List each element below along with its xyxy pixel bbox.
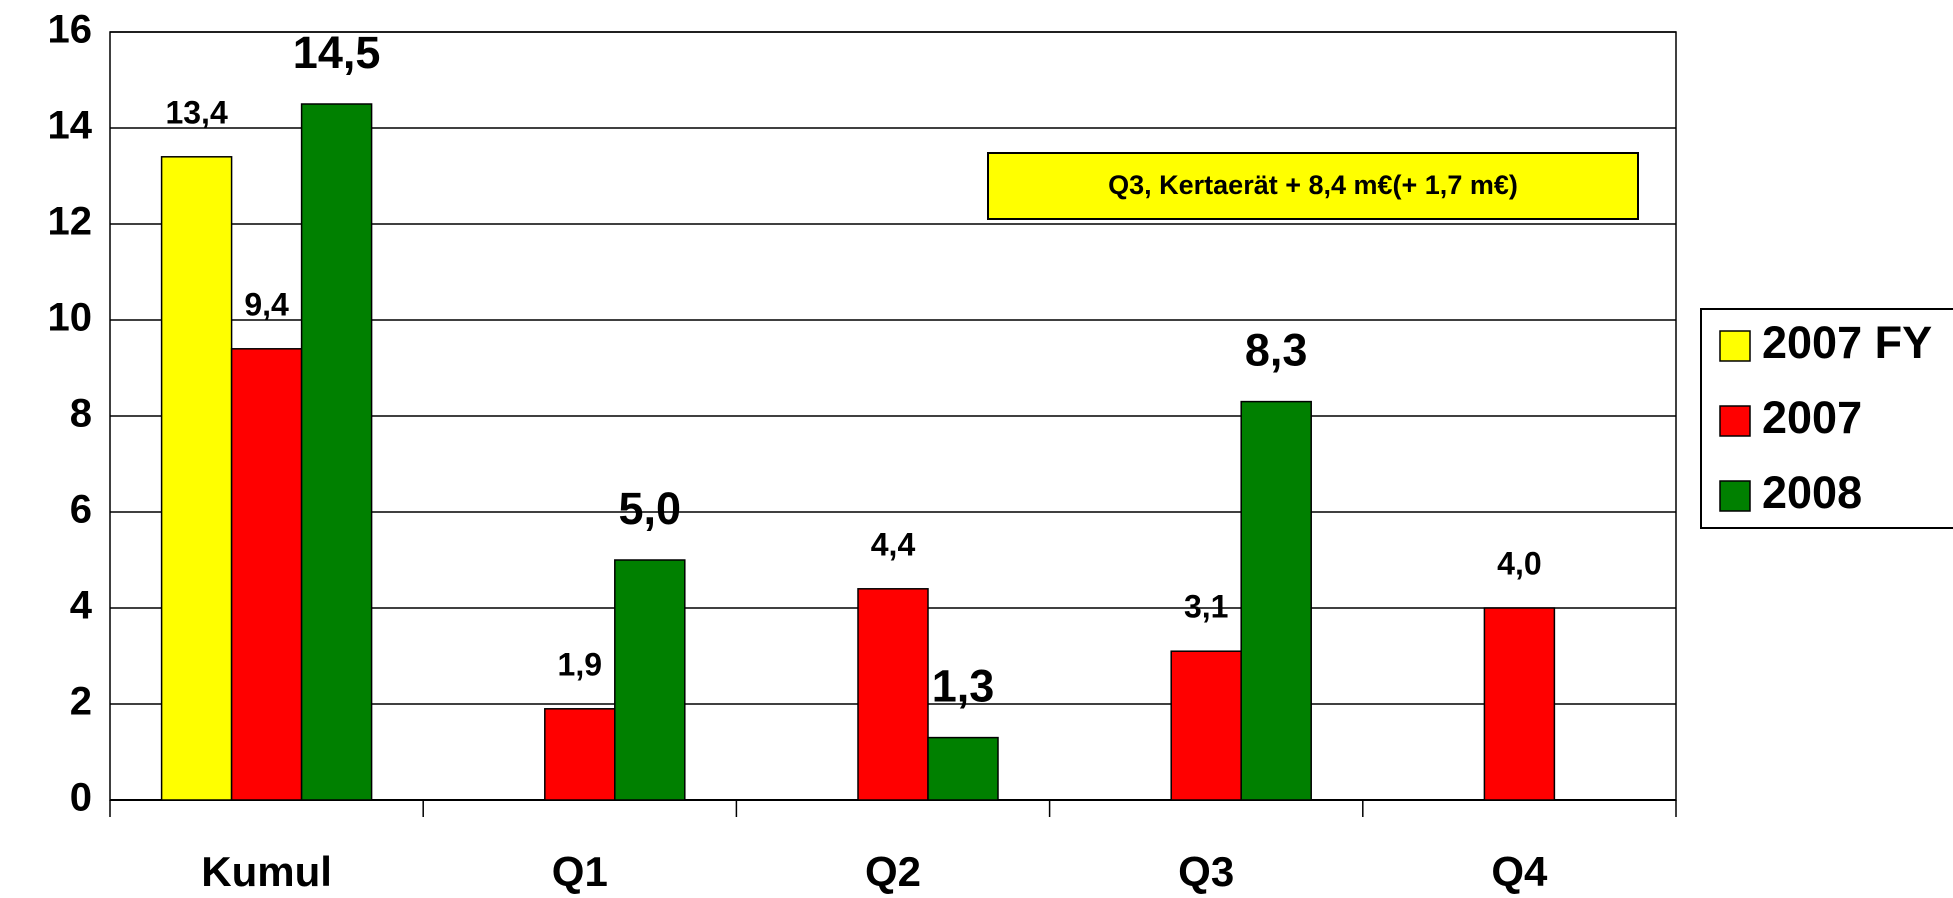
annotation-box: [987, 152, 1639, 220]
x-tick-label: Q4: [1491, 848, 1548, 895]
y-tick-label: 6: [70, 488, 92, 532]
x-tick-label: Q2: [865, 848, 921, 895]
legend-swatch: [1719, 405, 1751, 437]
legend-swatch: [1719, 330, 1751, 362]
annotation: Q3, Kertaerät + 8,4 m€(+ 1,7 m€): [1108, 170, 1518, 200]
legend-label: 2007: [1762, 392, 1862, 443]
y-tick-label: 8: [70, 392, 92, 436]
y-tick-label: 4: [70, 584, 93, 628]
bar: [1240, 400, 1312, 801]
data-label: 8,3: [1245, 324, 1308, 375]
y-tick-label: 2: [70, 680, 92, 724]
y-tick-label: 10: [48, 296, 93, 340]
bar: [927, 736, 999, 801]
bar: [230, 348, 303, 801]
y-tick-label: 16: [48, 8, 93, 52]
data-label: 14,5: [293, 27, 381, 78]
x-tick-label: Q1: [552, 848, 608, 895]
data-label: 13,4: [165, 94, 227, 130]
legend-label: 2008: [1762, 467, 1862, 518]
data-label: 4,0: [1497, 545, 1541, 581]
bar: [160, 156, 233, 801]
data-label: 1,9: [558, 646, 602, 682]
y-tick-label: 12: [48, 200, 93, 244]
bar: [1483, 607, 1556, 801]
data-label: 5,0: [619, 483, 682, 534]
legend-label: 2007 FY: [1762, 317, 1932, 368]
x-tick-label: Kumul: [201, 848, 332, 895]
legend-swatch: [1719, 480, 1751, 512]
data-label: 9,4: [244, 286, 289, 322]
data-label: 4,4: [871, 526, 916, 562]
y-tick-label: 14: [48, 104, 93, 148]
bar: [544, 708, 616, 801]
data-label: 1,3: [932, 660, 995, 711]
bar: [300, 103, 373, 801]
bar: [614, 559, 686, 801]
x-tick-label: Q3: [1178, 848, 1234, 895]
bar: [1170, 650, 1242, 801]
y-tick-label: 0: [70, 776, 92, 820]
bar: [857, 588, 929, 801]
data-label: 3,1: [1184, 589, 1228, 625]
